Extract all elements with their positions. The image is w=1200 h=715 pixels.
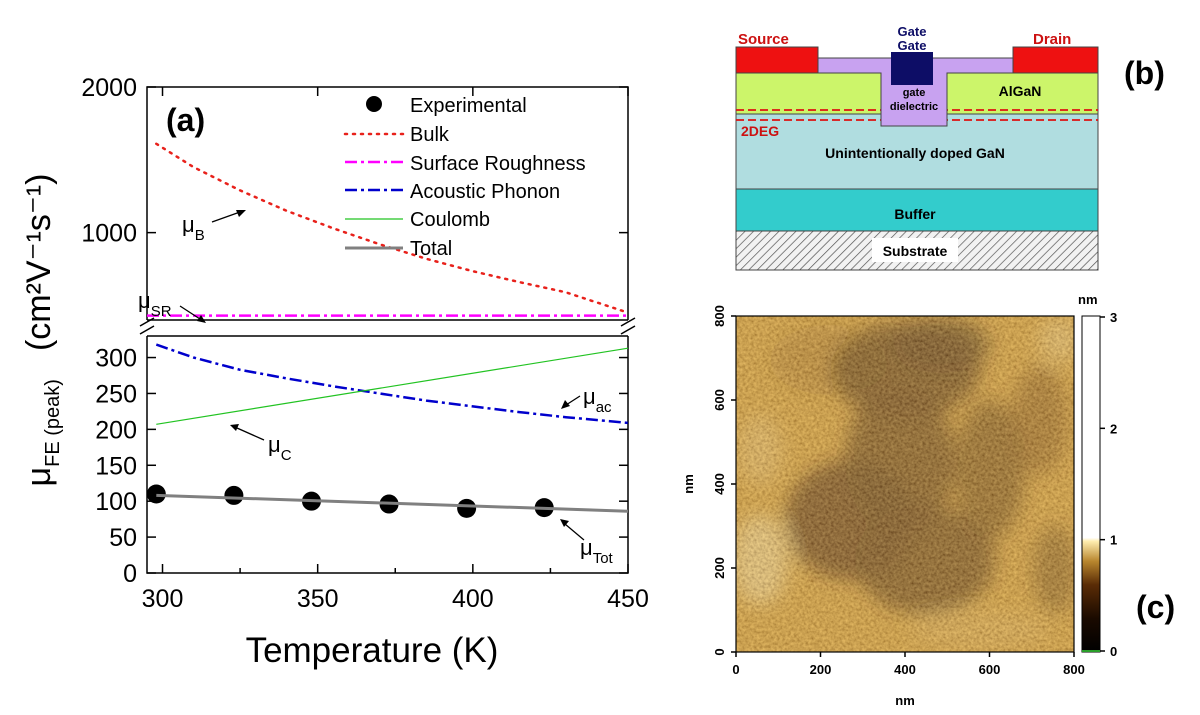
y-lower-tick-label-1: 50 [109,524,137,552]
afm-x-ticks: 0 200 400 600 800 [732,652,1085,677]
legend-label-experimental: Experimental [410,95,527,117]
y-axis-upper-ticks: 1000 2000 [81,74,628,248]
mobility-chart: (a) 300 350 400 450 0 50 100 150 200 250 300 1000… [20,74,649,670]
legend-label-surface-roughness: Surface Roughness [410,153,586,175]
colorbar-ticks: 0 1 2 3 [1100,310,1117,659]
colorbar-unit-label: nm [1078,292,1098,307]
annotation-mu-b: μB [182,210,246,244]
y-lower-tick-label-5: 250 [95,380,137,408]
annotation-mu-c: μC [230,424,292,464]
x-tick-label-0: 300 [142,585,184,613]
panel-label-c: (c) [1136,589,1175,625]
panel-label-a: (a) [166,102,205,138]
axis-break-gap [138,320,638,336]
gate-dielectric-label-1: gate [903,87,926,99]
afm-heatmap [736,316,1074,652]
annotation-mu-sr: μSR [138,288,206,323]
experimental-point-4 [457,498,477,518]
axis-break-mark-right [620,317,636,335]
y-label-symbol: μ [20,467,58,487]
afm-x-tick-label-1: 200 [810,662,832,677]
twodeg-label: 2DEG [741,123,779,139]
gan-label: Unintentionally doped GaN [825,145,1005,161]
afm-y-tick-label-1: 200 [712,557,727,579]
buffer-layer [735,188,1099,232]
algan-label: AlGaN [999,83,1042,99]
substrate-label: Substrate [883,243,948,259]
colorbar-tick-label-1: 1 [1110,533,1117,548]
afm-y-tick-label-0: 0 [712,648,727,655]
svg-text:μC: μC [268,432,292,464]
annotation-mu-ac: μac [561,384,612,416]
y-lower-tick-label-6: 300 [95,345,137,373]
x-tick-label-3: 450 [607,585,649,613]
x-axis-ticks: 300 350 400 450 [142,87,649,613]
annotation-mu-tot: μTot [560,519,614,567]
x-tick-label-1: 350 [297,585,339,613]
afm-x-tick-label-0: 0 [732,662,739,677]
x-axis-label: Temperature (K) [246,631,499,670]
legend: Experimental Bulk Surface Roughness Acou… [343,95,586,260]
y-label-unit: (cm²V⁻¹s⁻¹) [20,174,58,352]
series-line-coulomb [156,347,629,425]
panel-label-b: (b) [1124,55,1165,91]
y-upper-tick-label-1: 2000 [81,74,137,102]
y-lower-tick-label-3: 150 [95,452,137,480]
substrate-layer [735,230,1099,271]
y-lower-tick-label-0: 0 [123,560,137,588]
legend-label-bulk: Bulk [410,124,450,146]
svg-text:μac: μac [583,384,612,416]
svg-text:μFE (peak)(cm²V⁻¹s⁻¹): μFE (peak) (cm²V⁻¹s⁻¹) [20,174,64,487]
svg-text:μTot: μTot [580,535,614,567]
afm-x-tick-label-2: 400 [894,662,916,677]
colorbar-tick-label-0: 0 [1110,644,1117,659]
legend-label-acoustic-phonon: Acoustic Phonon [410,181,560,203]
series-line-acoustic-phonon [155,343,629,425]
gate-label-2: Gate [898,38,927,53]
y-upper-tick-label-0: 1000 [81,220,137,248]
y-axis-label: μFE (peak) (cm²V⁻¹s⁻¹) [20,174,64,487]
legend-label-total: Total [410,238,452,260]
colorbar [1081,315,1101,653]
gate-label-1: Gate [898,24,927,39]
legend-marker-experimental [366,96,382,112]
colorbar-tick-label-2: 2 [1110,421,1117,436]
gate-contact [891,52,933,85]
device-schematic: (b) Substrate Buffer Unintentionally dop… [735,24,1165,271]
afm-y-tick-label-4: 800 [712,305,727,327]
afm-y-tick-label-2: 400 [712,473,727,495]
source-label: Source [738,31,789,48]
drain-contact [1012,46,1099,74]
colorbar-tick-label-3: 3 [1110,310,1117,325]
series-layer [146,142,630,518]
axis-break-mark-left [139,317,155,335]
series-line-total [156,493,629,513]
afm-x-tick-label-4: 800 [1063,662,1085,677]
afm-y-axis-label: nm [681,474,696,494]
svg-text:μSR: μSR [138,288,172,320]
svg-text:μB: μB [182,212,205,244]
afm-y-tick-label-3: 600 [712,389,727,411]
y-axis-lower-ticks: 0 50 100 150 200 250 300 [95,345,628,588]
source-contact [735,46,819,74]
experimental-point-0 [146,484,166,504]
afm-x-tick-label-3: 600 [979,662,1001,677]
afm-y-ticks: 0 200 400 600 800 [712,305,736,656]
legend-label-coulomb: Coulomb [410,209,490,231]
y-lower-tick-label-2: 100 [95,488,137,516]
y-label-subscript: FE (peak) [42,379,64,467]
substrate-label-bg [872,238,958,262]
gan-layer [735,113,1099,190]
y-lower-tick-label-4: 200 [95,416,137,444]
buffer-label: Buffer [894,206,936,222]
x-tick-label-2: 400 [452,585,494,613]
drain-label: Drain [1033,31,1071,48]
experimental-point-1 [224,485,244,505]
afm-x-axis-label: nm [895,693,915,708]
gate-dielectric-label-2: dielectric [890,101,938,113]
